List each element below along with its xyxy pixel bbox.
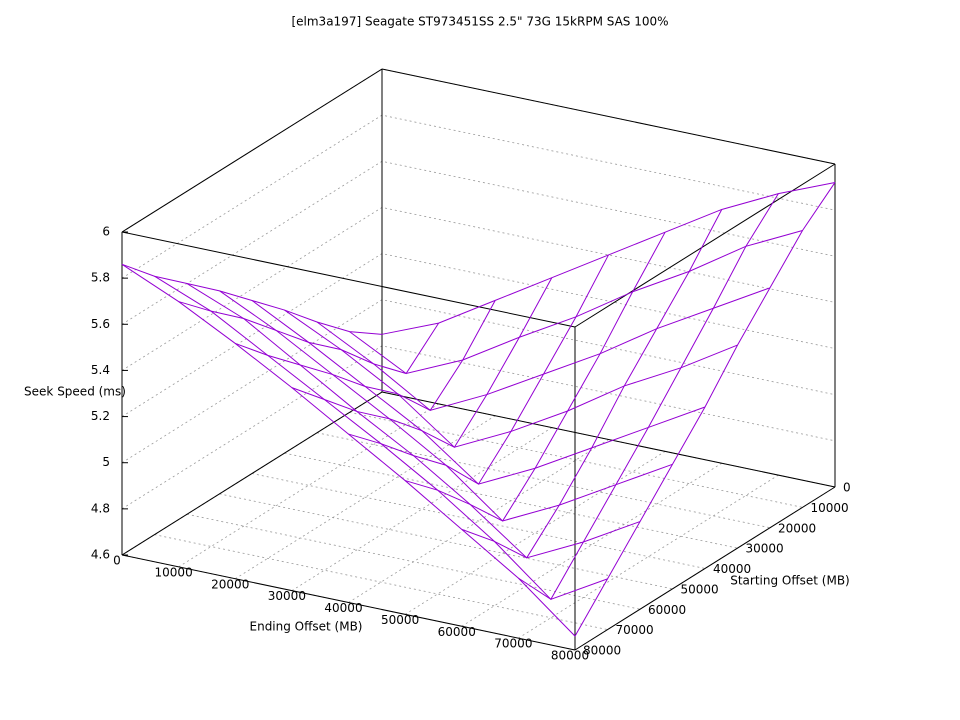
x-tick-label: 50000	[381, 613, 419, 627]
surface-column	[518, 193, 779, 601]
y-tick-label: 0	[843, 481, 851, 495]
axis-line	[381, 391, 836, 488]
z-tick-label: 5.6	[91, 317, 110, 331]
x-tick-label: 60000	[438, 625, 476, 639]
z-tick-label: 6	[102, 225, 110, 239]
x-tick-label: 0	[113, 554, 121, 568]
surface-row	[316, 287, 771, 411]
axis-line	[121, 554, 576, 651]
z-tick-label: 4.8	[91, 501, 110, 515]
grid-line	[349, 411, 803, 508]
x-tick-label: 20000	[211, 577, 249, 591]
z-tick-label: 4.6	[91, 548, 110, 562]
grid-line	[178, 403, 439, 568]
surface-column	[404, 231, 666, 522]
x-tick-label: 70000	[494, 637, 532, 651]
x-tick-label: 80000	[551, 649, 589, 663]
x-axis-title: Ending Offset (MB)	[250, 620, 363, 634]
box-line	[574, 163, 836, 328]
grid-line	[348, 439, 609, 603]
surface-row	[284, 309, 738, 448]
y-tick-label: 80000	[583, 644, 621, 658]
surface-row	[154, 275, 608, 600]
x-tick-label: 10000	[155, 565, 193, 579]
grid-line	[121, 299, 836, 464]
grid-line	[219, 493, 673, 590]
surface-row	[349, 230, 803, 375]
x-tick-label: 30000	[268, 589, 306, 603]
z-axis-title: Seek Speed (ms)	[24, 385, 126, 399]
box-line	[121, 68, 383, 233]
grid-line	[461, 462, 722, 627]
surface-column	[178, 301, 440, 375]
z-tick-label: 5.2	[91, 409, 110, 423]
z-tick-label: 5	[102, 455, 110, 469]
grid-line	[235, 415, 496, 580]
grid-line	[154, 534, 608, 631]
surface-row	[381, 181, 836, 335]
grid-line	[291, 427, 553, 591]
surface-column	[121, 263, 383, 335]
x-tick-label: 40000	[324, 601, 362, 615]
chart-title: [elm3a197] Seagate ST973451SS 2.5" 73G 1…	[291, 15, 668, 29]
grid-line	[316, 432, 771, 529]
y-tick-label: 70000	[616, 623, 654, 637]
grid-line	[404, 451, 666, 615]
box-line	[381, 68, 836, 165]
box-line	[121, 231, 576, 328]
grid-line	[251, 473, 706, 569]
y-tick-label: 40000	[713, 562, 751, 576]
z-tick-label: 5.8	[91, 271, 110, 285]
surface-column	[235, 300, 496, 412]
y-tick-label: 30000	[746, 542, 784, 556]
grid-line	[121, 207, 836, 371]
grid-line	[121, 253, 836, 417]
surface-column	[461, 209, 723, 559]
z-tick-label: 5.4	[91, 363, 110, 377]
y-tick-label: 10000	[811, 501, 849, 515]
surface-column	[348, 254, 609, 485]
surface-row	[251, 300, 706, 485]
y-tick-label: 20000	[778, 521, 816, 535]
grid-line	[121, 160, 836, 325]
grid-line	[518, 474, 779, 639]
surface-row	[121, 263, 576, 637]
grid-line	[186, 513, 641, 610]
surface-column	[574, 182, 836, 637]
surface-column	[291, 277, 553, 448]
axis-line	[121, 391, 383, 556]
axis-line	[574, 486, 836, 651]
y-axis-title: Starting Offset (MB)	[730, 574, 850, 588]
y-tick-label: 50000	[681, 582, 719, 596]
y-tick-label: 60000	[648, 603, 686, 617]
grid-line	[284, 452, 738, 549]
